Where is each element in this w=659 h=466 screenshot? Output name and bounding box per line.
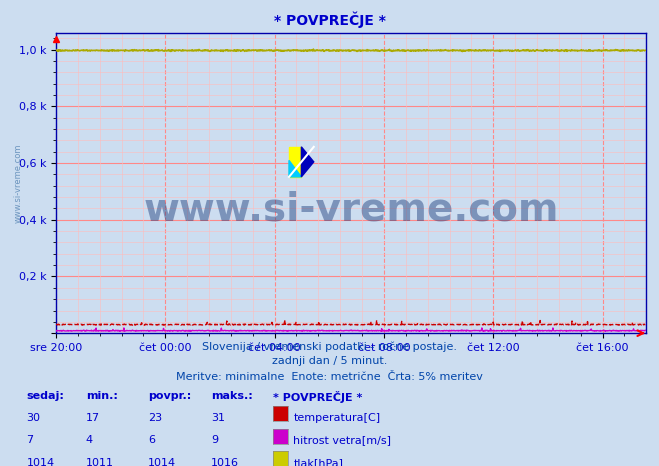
Text: povpr.:: povpr.: [148,391,192,400]
Polygon shape [289,160,301,177]
Text: 4: 4 [86,435,93,445]
Text: maks.:: maks.: [211,391,252,400]
Text: 1011: 1011 [86,458,113,466]
Text: 7: 7 [26,435,34,445]
Text: * POVPREČJE *: * POVPREČJE * [273,12,386,28]
Text: 17: 17 [86,413,100,423]
Text: min.:: min.: [86,391,117,400]
Text: 1014: 1014 [148,458,177,466]
Text: 9: 9 [211,435,218,445]
Text: zadnji dan / 5 minut.: zadnji dan / 5 minut. [272,356,387,366]
Text: Slovenija / vremenski podatki - ročne postaje.: Slovenija / vremenski podatki - ročne po… [202,341,457,352]
Text: Meritve: minimalne  Enote: metrične  Črta: 5% meritev: Meritve: minimalne Enote: metrične Črta:… [176,372,483,382]
Text: temperatura[C]: temperatura[C] [293,413,380,423]
Text: 30: 30 [26,413,40,423]
Polygon shape [301,147,314,177]
Text: 1014: 1014 [26,458,55,466]
Text: 6: 6 [148,435,156,445]
Text: www.si-vreme.com: www.si-vreme.com [13,143,22,223]
Text: * POVPREČJE *: * POVPREČJE * [273,391,363,403]
Text: hitrost vetra[m/s]: hitrost vetra[m/s] [293,435,391,445]
Text: www.si-vreme.com: www.si-vreme.com [143,191,559,229]
Bar [289,147,301,177]
Text: sedaj:: sedaj: [26,391,64,400]
Text: 1016: 1016 [211,458,239,466]
Text: tlak[hPa]: tlak[hPa] [293,458,343,466]
Text: 23: 23 [148,413,162,423]
Text: 31: 31 [211,413,225,423]
